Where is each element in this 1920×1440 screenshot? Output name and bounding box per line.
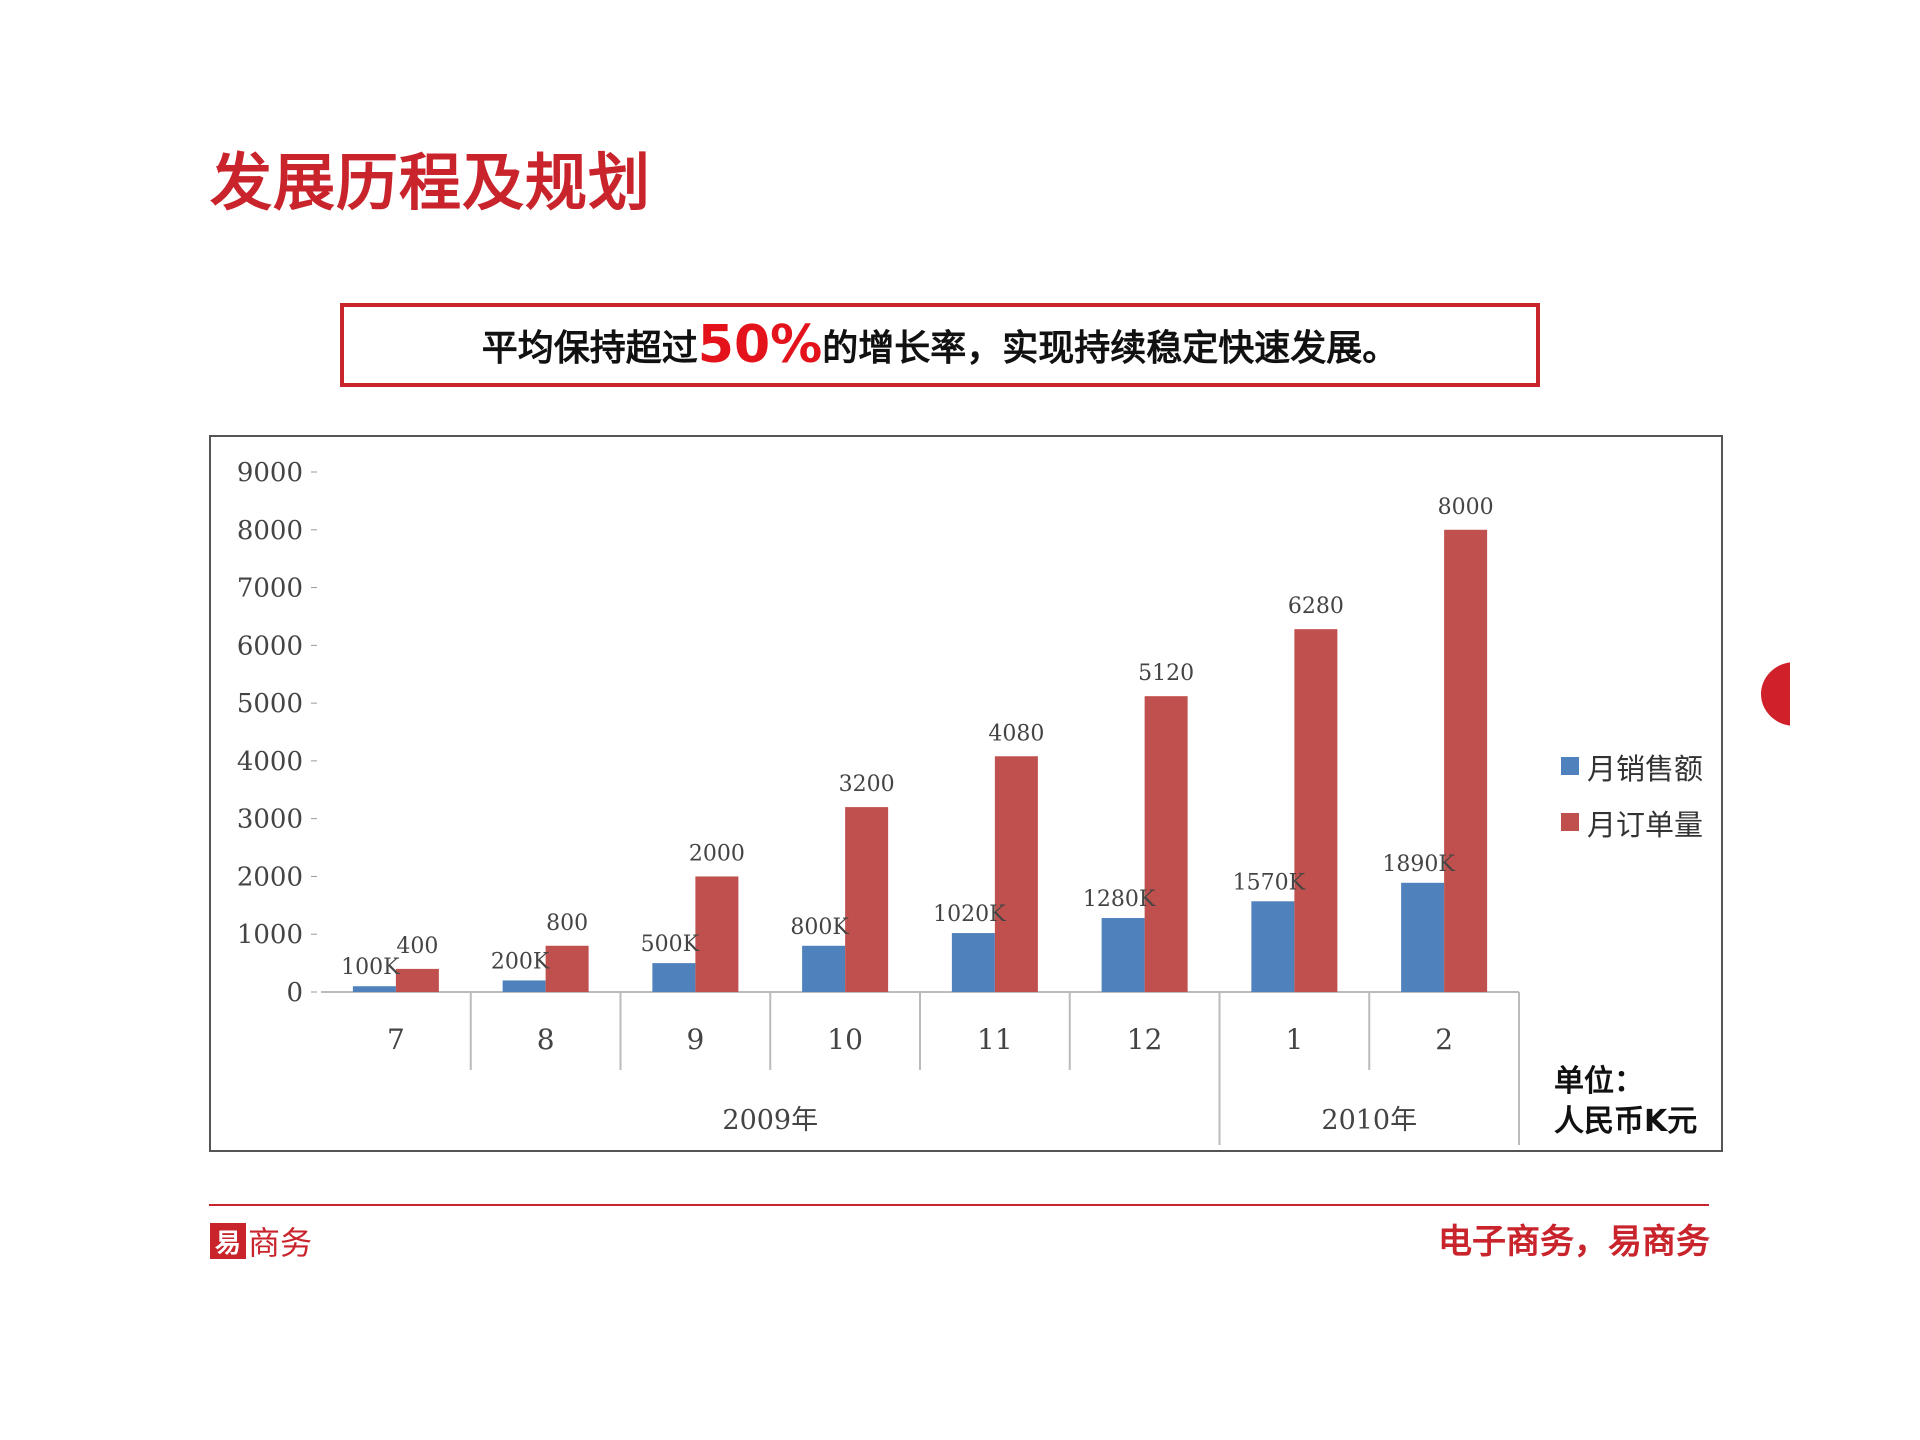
banner-highlight: 50%	[697, 315, 823, 375]
y-tick-label: 7000	[237, 574, 303, 604]
legend-label: 月销售额	[1587, 752, 1703, 786]
legend-swatch	[1561, 813, 1579, 831]
banner-text-before: 平均保持超过	[481, 328, 698, 369]
footer-slogan: 电子商务，易商务	[1438, 1222, 1710, 1262]
y-tick-label: 9000	[237, 458, 303, 488]
data-label-sales: 100K	[341, 955, 400, 980]
bar-sales	[802, 945, 846, 992]
x-tick-label: 8	[537, 1023, 555, 1056]
logo-mark-icon: 易	[210, 1223, 246, 1259]
bar-orders	[395, 968, 439, 992]
data-label-orders: 8000	[1438, 495, 1494, 520]
x-tick-label: 11	[977, 1023, 1013, 1056]
footer-divider	[209, 1204, 1709, 1206]
logo-text: 商务	[248, 1224, 313, 1262]
y-tick-label: 8000	[237, 516, 303, 546]
data-label-sales: 1280K	[1083, 887, 1156, 912]
x-tick-label: 10	[827, 1023, 863, 1056]
page-title: 发展历程及规划	[210, 146, 652, 219]
year-group-label: 2010年	[1321, 1105, 1417, 1136]
bar-sales	[1101, 918, 1145, 992]
bar-sales	[1401, 882, 1445, 992]
bar-orders	[695, 876, 739, 992]
x-tick-label: 7	[387, 1023, 405, 1056]
headline-banner: 平均保持超过 50% 的增长率，实现持续稳定快速发展。	[340, 303, 1540, 387]
y-tick-label: 1000	[237, 920, 303, 950]
unit-line-2: 人民币K元	[1554, 1104, 1698, 1139]
x-tick-label: 1	[1285, 1023, 1303, 1056]
bar-orders	[1294, 629, 1338, 992]
data-label-sales: 800K	[790, 915, 849, 940]
data-label-sales: 1020K	[933, 902, 1006, 927]
y-tick-label: 3000	[237, 805, 303, 835]
legend-label: 月订单量	[1587, 808, 1703, 842]
data-label-sales: 200K	[491, 949, 550, 974]
data-label-sales: 500K	[641, 932, 700, 957]
data-label-orders: 400	[396, 934, 438, 959]
bar-sales	[1251, 901, 1295, 992]
bar-sales	[502, 980, 546, 992]
chart-frame: 0 1000 2000 3000 4000 5000 6000 7000 8000 9000 100…	[209, 435, 1723, 1152]
bar-orders	[545, 945, 589, 992]
decorative-dot-mask	[1790, 650, 1850, 740]
y-tick-label: 6000	[237, 631, 303, 661]
y-tick-label: 4000	[237, 747, 303, 777]
bar-orders	[1144, 696, 1188, 992]
bar-sales	[652, 963, 696, 992]
bar-orders	[994, 756, 1038, 992]
bar-sales	[951, 933, 995, 992]
data-label-sales: 1890K	[1382, 852, 1455, 877]
bar-sales	[352, 986, 396, 992]
y-tick-label: 5000	[237, 689, 303, 719]
data-label-orders: 2000	[689, 841, 745, 866]
x-tick-label: 9	[686, 1023, 704, 1056]
x-tick-label: 12	[1127, 1023, 1163, 1056]
legend-swatch	[1561, 757, 1579, 775]
data-label-orders: 6280	[1288, 594, 1344, 619]
data-label-orders: 4080	[988, 721, 1044, 746]
bar-chart: 0 1000 2000 3000 4000 5000 6000 7000 8000 9000 100…	[237, 458, 1703, 1145]
footer-logo: 易 商务	[210, 1218, 312, 1264]
bar-orders	[1444, 529, 1488, 992]
year-group-label: 2009年	[722, 1105, 818, 1136]
x-tick-label: 2	[1435, 1023, 1453, 1056]
data-label-orders: 800	[546, 911, 588, 936]
data-label-orders: 5120	[1138, 661, 1194, 686]
banner-text-after: 的增长率，实现持续稳定快速发展。	[822, 328, 1399, 369]
unit-note: 单位： 人民币K元	[1554, 1062, 1697, 1142]
unit-line-1: 单位：	[1554, 1064, 1644, 1099]
y-tick-label: 2000	[237, 862, 303, 892]
data-label-orders: 3200	[839, 772, 895, 797]
data-label-sales: 1570K	[1233, 870, 1306, 895]
y-tick-label: 0	[286, 978, 303, 1008]
bar-orders	[845, 807, 889, 992]
